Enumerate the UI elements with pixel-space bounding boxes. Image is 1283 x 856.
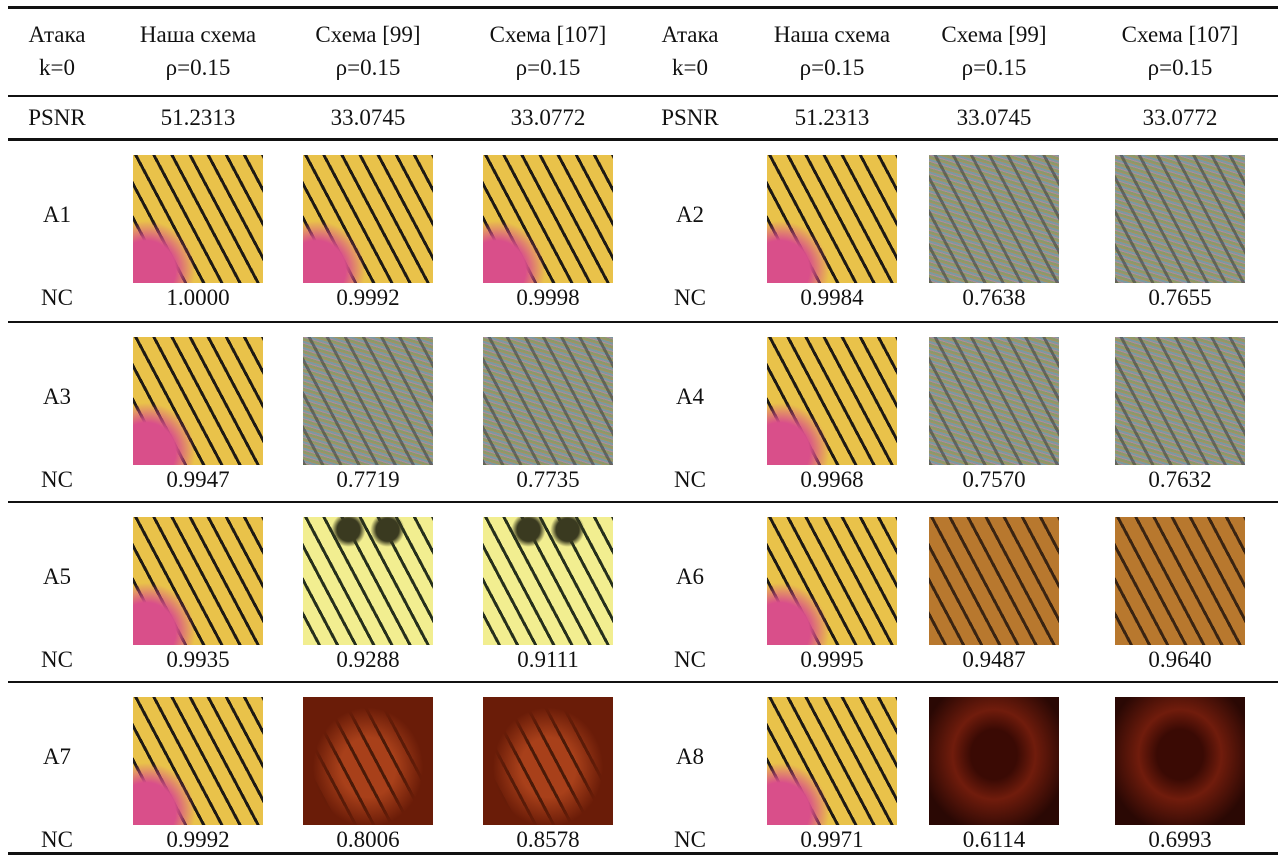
result-image xyxy=(767,697,897,825)
nc-value: 0.9947 xyxy=(166,467,229,493)
result-image xyxy=(483,697,613,825)
psnr-cell: 33.0772 xyxy=(1143,105,1218,131)
result-image xyxy=(1115,697,1245,825)
metric-label: NC xyxy=(674,467,706,493)
header-text: ρ=0.15 xyxy=(336,55,401,81)
table-rule xyxy=(8,681,1278,683)
attack-label: A3 xyxy=(43,384,71,410)
result-image xyxy=(133,517,263,645)
header-text: Схема [99] xyxy=(315,22,420,48)
attack-label: A7 xyxy=(43,744,71,770)
nc-value: 0.7655 xyxy=(1148,285,1211,311)
attack-label: A6 xyxy=(676,564,704,590)
attack-label: A1 xyxy=(43,202,71,228)
metric-label: NC xyxy=(41,285,73,311)
result-image xyxy=(483,155,613,283)
nc-value: 0.7719 xyxy=(336,467,399,493)
nc-value: 0.7735 xyxy=(516,467,579,493)
table-rule xyxy=(8,6,1278,9)
nc-value: 0.9935 xyxy=(166,647,229,673)
metric-label: NC xyxy=(674,827,706,853)
result-image xyxy=(929,337,1059,465)
nc-value: 0.8578 xyxy=(516,827,579,853)
nc-value: 0.9288 xyxy=(336,647,399,673)
header-text: k=0 xyxy=(39,55,75,81)
result-image xyxy=(929,517,1059,645)
result-image xyxy=(483,517,613,645)
header-text: Наша схема xyxy=(774,22,890,48)
psnr-cell: 51.2313 xyxy=(161,105,236,131)
attack-label: A8 xyxy=(676,744,704,770)
metric-label: NC xyxy=(674,647,706,673)
attack-label: A2 xyxy=(676,202,704,228)
result-image xyxy=(133,155,263,283)
result-image xyxy=(929,155,1059,283)
result-image xyxy=(303,337,433,465)
result-image xyxy=(133,697,263,825)
result-image xyxy=(133,337,263,465)
header-text: ρ=0.15 xyxy=(800,55,865,81)
metric-label: NC xyxy=(674,285,706,311)
result-image xyxy=(303,697,433,825)
nc-value: 0.9992 xyxy=(336,285,399,311)
header-text: ρ=0.15 xyxy=(962,55,1027,81)
metric-label: NC xyxy=(41,827,73,853)
header-text: Схема [107] xyxy=(1122,22,1239,48)
table-rule xyxy=(8,138,1278,141)
result-image xyxy=(929,697,1059,825)
header-text: ρ=0.15 xyxy=(516,55,581,81)
nc-value: 0.8006 xyxy=(336,827,399,853)
table-rule xyxy=(8,95,1278,97)
nc-value: 0.9984 xyxy=(800,285,863,311)
attack-label: A5 xyxy=(43,564,71,590)
result-image xyxy=(303,155,433,283)
nc-value: 0.6114 xyxy=(963,827,1025,853)
psnr-cell: PSNR xyxy=(661,105,719,131)
metric-label: NC xyxy=(41,647,73,673)
header-text: Наша схема xyxy=(140,22,256,48)
result-image xyxy=(1115,337,1245,465)
nc-value: 0.9992 xyxy=(166,827,229,853)
table-rule xyxy=(8,321,1278,323)
nc-value: 0.7638 xyxy=(962,285,1025,311)
psnr-cell: 33.0745 xyxy=(331,105,406,131)
nc-value: 1.0000 xyxy=(166,285,229,311)
nc-value: 0.9487 xyxy=(962,647,1025,673)
attack-label: A4 xyxy=(676,384,704,410)
header-text: Атака xyxy=(28,22,85,48)
header-text: k=0 xyxy=(672,55,708,81)
result-image xyxy=(1115,517,1245,645)
result-image xyxy=(767,337,897,465)
result-image xyxy=(767,517,897,645)
nc-value: 0.9640 xyxy=(1148,647,1211,673)
header-text: Атака xyxy=(661,22,718,48)
nc-value: 0.6993 xyxy=(1148,827,1211,853)
table-page: Атака k=0 Наша схема ρ=0.15 Схема [99] ρ=0.15… xyxy=(0,0,1283,856)
metric-label: NC xyxy=(41,467,73,493)
nc-value: 0.9968 xyxy=(800,467,863,493)
psnr-cell: PSNR xyxy=(28,105,86,131)
nc-value: 0.7632 xyxy=(1148,467,1211,493)
result-image xyxy=(303,517,433,645)
header-text: Схема [107] xyxy=(490,22,607,48)
result-image xyxy=(483,337,613,465)
nc-value: 0.9995 xyxy=(800,647,863,673)
nc-value: 0.7570 xyxy=(962,467,1025,493)
result-image xyxy=(767,155,897,283)
nc-value: 0.9998 xyxy=(516,285,579,311)
header-text: ρ=0.15 xyxy=(166,55,231,81)
nc-value: 0.9971 xyxy=(800,827,863,853)
psnr-cell: 51.2313 xyxy=(795,105,870,131)
header-text: ρ=0.15 xyxy=(1148,55,1213,81)
table-rule xyxy=(8,501,1278,503)
psnr-cell: 33.0745 xyxy=(957,105,1032,131)
result-image xyxy=(1115,155,1245,283)
header-text: Схема [99] xyxy=(941,22,1046,48)
psnr-cell: 33.0772 xyxy=(511,105,586,131)
nc-value: 0.9111 xyxy=(517,647,579,673)
